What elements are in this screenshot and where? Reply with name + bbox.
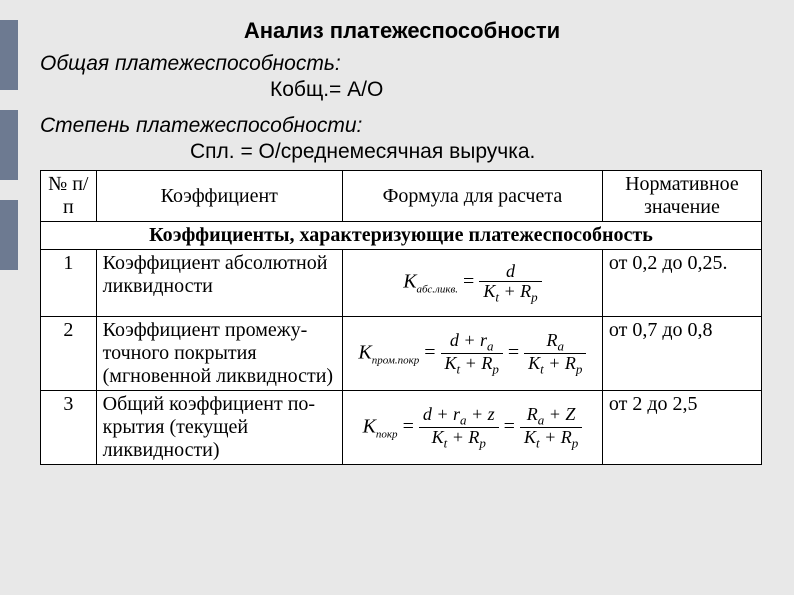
decor-tab-2 — [0, 110, 18, 180]
table-section-row: Коэффициенты, характеризующие платежеспо… — [41, 222, 762, 250]
header-num: № п/п — [41, 171, 97, 222]
decor-tab-3 — [0, 200, 18, 270]
row-num: 2 — [41, 317, 97, 391]
row-norm: от 0,7 до 0,8 — [602, 317, 761, 391]
degree-formula: Спл. = О/среднемесячная выручка. — [190, 140, 764, 164]
page-title: Анализ платежеспособности — [40, 18, 764, 44]
section-title: Коэффициенты, характеризующие платежеспо… — [41, 222, 762, 250]
general-label: Общая платежеспособность: — [40, 52, 764, 76]
header-formula: Формула для расчета — [342, 171, 602, 222]
table-row: 2Коэффициент промежу­точного покрытия (м… — [41, 317, 762, 391]
row-formula: Kпром.покр = d + raKt + Rp = RaKt + Rp — [342, 317, 602, 391]
header-coef: Коэффициент — [96, 171, 342, 222]
coefficients-table: № п/п Коэффициент Формула для расчета Но… — [40, 170, 762, 465]
table-header-row: № п/п Коэффициент Формула для расчета Но… — [41, 171, 762, 222]
row-formula: Kпокр = d + ra + zKt + Rp = Ra + ZKt + R… — [342, 391, 602, 465]
general-formula: Кобщ.= А/О — [270, 78, 764, 102]
row-num: 3 — [41, 391, 97, 465]
row-num: 1 — [41, 250, 97, 317]
row-norm: от 2 до 2,5 — [602, 391, 761, 465]
decor-tab-1 — [0, 20, 18, 90]
header-norm: Нормативное значение — [602, 171, 761, 222]
row-coef: Коэффициент промежу­точного покрытия (мг… — [96, 317, 342, 391]
row-formula: Kабс.ликв. = dKt + Rp — [342, 250, 602, 317]
row-coef: Общий коэффициент по­крытия (текущей лик… — [96, 391, 342, 465]
table-row: 3Общий коэффициент по­крытия (текущей ли… — [41, 391, 762, 465]
table-row: 1Коэффициент абсолютной ликвидностиKабс.… — [41, 250, 762, 317]
degree-label: Степень платежеспособности: — [40, 114, 764, 138]
row-coef: Коэффициент абсолютной ликвидности — [96, 250, 342, 317]
row-norm: от 0,2 до 0,25. — [602, 250, 761, 317]
slide-content: Анализ платежеспособности Общая платежес… — [0, 0, 794, 465]
